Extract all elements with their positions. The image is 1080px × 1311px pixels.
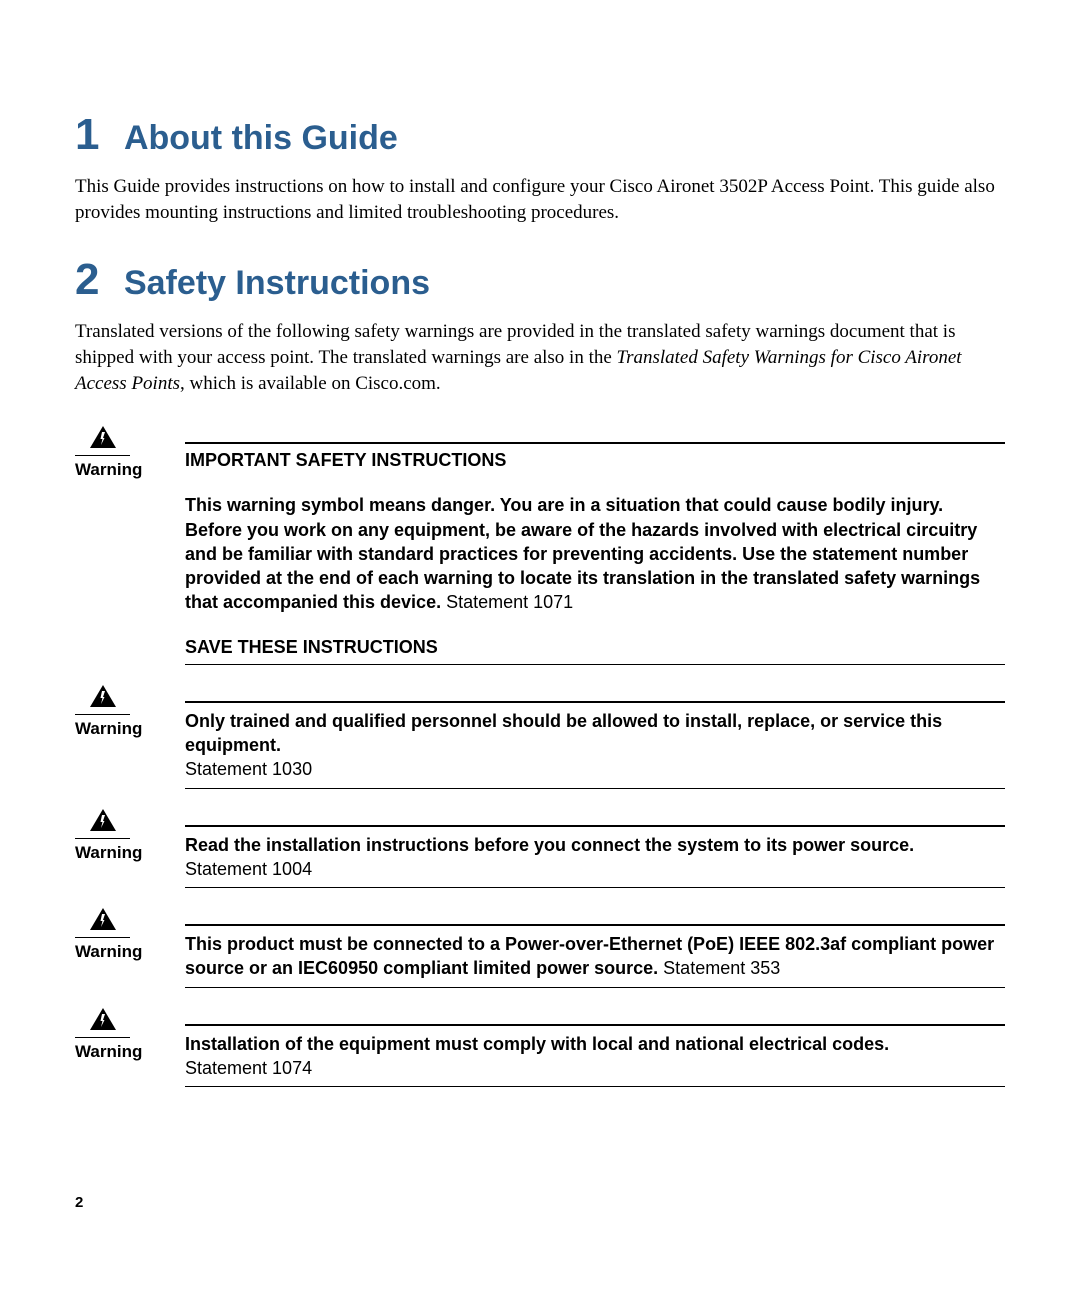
warning-block-5: Warning Installation of the equipment mu… — [75, 1008, 1005, 1088]
warning-content-box: IMPORTANT SAFETY INSTRUCTIONS This warni… — [185, 442, 1005, 664]
page-number: 2 — [75, 1194, 83, 1211]
section-2-heading: 2 Safety Instructions — [75, 255, 1005, 305]
warning-content-column: IMPORTANT SAFETY INSTRUCTIONS This warni… — [185, 426, 1005, 664]
warning-4-text: This product must be connected to a Powe… — [185, 932, 1005, 981]
section-1-number: 1 — [75, 110, 99, 160]
warning-block-3: Warning Read the installation instructio… — [75, 809, 1005, 889]
warning-block-2: Warning Only trained and qualified perso… — [75, 685, 1005, 789]
warning-label: Warning — [75, 942, 185, 962]
section-2-title: Safety Instructions — [124, 264, 430, 303]
warning-icon-wrap — [75, 908, 130, 938]
warning-icon-wrap — [75, 1008, 130, 1038]
warning-2-statement: Statement 1030 — [185, 759, 312, 779]
warning-triangle-icon — [90, 908, 116, 930]
warning-icon-wrap — [75, 426, 130, 456]
warning-1-text: This warning symbol means danger. You ar… — [185, 493, 1005, 614]
warning-label: Warning — [75, 843, 185, 863]
warning-1-footer: SAVE THESE INSTRUCTIONS — [185, 637, 1005, 658]
warning-content-column: Only trained and qualified personnel sho… — [185, 685, 1005, 789]
warning-2-bold: Only trained and qualified personnel sho… — [185, 711, 942, 755]
warning-label-column: Warning — [75, 426, 185, 664]
warning-2-text: Only trained and qualified personnel sho… — [185, 709, 1005, 782]
warning-label: Warning — [75, 460, 185, 480]
warning-content-column: This product must be connected to a Powe… — [185, 908, 1005, 988]
warning-5-bold: Installation of the equipment must compl… — [185, 1034, 889, 1054]
section-1-heading: 1 About this Guide — [75, 110, 1005, 160]
warning-content-box: Read the installation instructions befor… — [185, 825, 1005, 889]
section-1-body: This Guide provides instructions on how … — [75, 174, 1005, 225]
warning-label: Warning — [75, 1042, 185, 1062]
warning-triangle-icon — [90, 685, 116, 707]
warning-content-column: Installation of the equipment must compl… — [185, 1008, 1005, 1088]
warning-triangle-icon — [90, 1008, 116, 1030]
warning-4-statement: Statement 353 — [663, 958, 780, 978]
warning-3-text: Read the installation instructions befor… — [185, 833, 1005, 882]
warning-icon-wrap — [75, 685, 130, 715]
warning-label-column: Warning — [75, 685, 185, 789]
warning-3-bold: Read the installation instructions befor… — [185, 835, 914, 855]
warning-label-column: Warning — [75, 1008, 185, 1088]
warning-icon-wrap — [75, 809, 130, 839]
warning-triangle-icon — [90, 426, 116, 448]
warning-5-text: Installation of the equipment must compl… — [185, 1032, 1005, 1081]
warning-5-statement: Statement 1074 — [185, 1058, 312, 1078]
section-2-body-part2: , which is available on Cisco.com. — [180, 373, 441, 394]
warning-1-header: IMPORTANT SAFETY INSTRUCTIONS — [185, 450, 1005, 471]
warning-block-4: Warning This product must be connected t… — [75, 908, 1005, 988]
warning-block-1: Warning IMPORTANT SAFETY INSTRUCTIONS Th… — [75, 426, 1005, 664]
warning-3-statement: Statement 1004 — [185, 859, 312, 879]
warning-label: Warning — [75, 719, 185, 739]
warning-4-bold: This product must be connected to a Powe… — [185, 934, 994, 978]
section-2-number: 2 — [75, 255, 99, 305]
warning-1-statement: Statement 1071 — [446, 592, 573, 612]
warning-1-bold: This warning symbol means danger. You ar… — [185, 495, 980, 612]
section-2-body: Translated versions of the following saf… — [75, 319, 1005, 396]
section-1-title: About this Guide — [124, 119, 398, 158]
warning-triangle-icon — [90, 809, 116, 831]
warning-label-column: Warning — [75, 809, 185, 889]
warning-content-box: This product must be connected to a Powe… — [185, 924, 1005, 988]
warning-content-box: Installation of the equipment must compl… — [185, 1024, 1005, 1088]
warning-label-column: Warning — [75, 908, 185, 988]
warning-content-box: Only trained and qualified personnel sho… — [185, 701, 1005, 789]
warning-content-column: Read the installation instructions befor… — [185, 809, 1005, 889]
